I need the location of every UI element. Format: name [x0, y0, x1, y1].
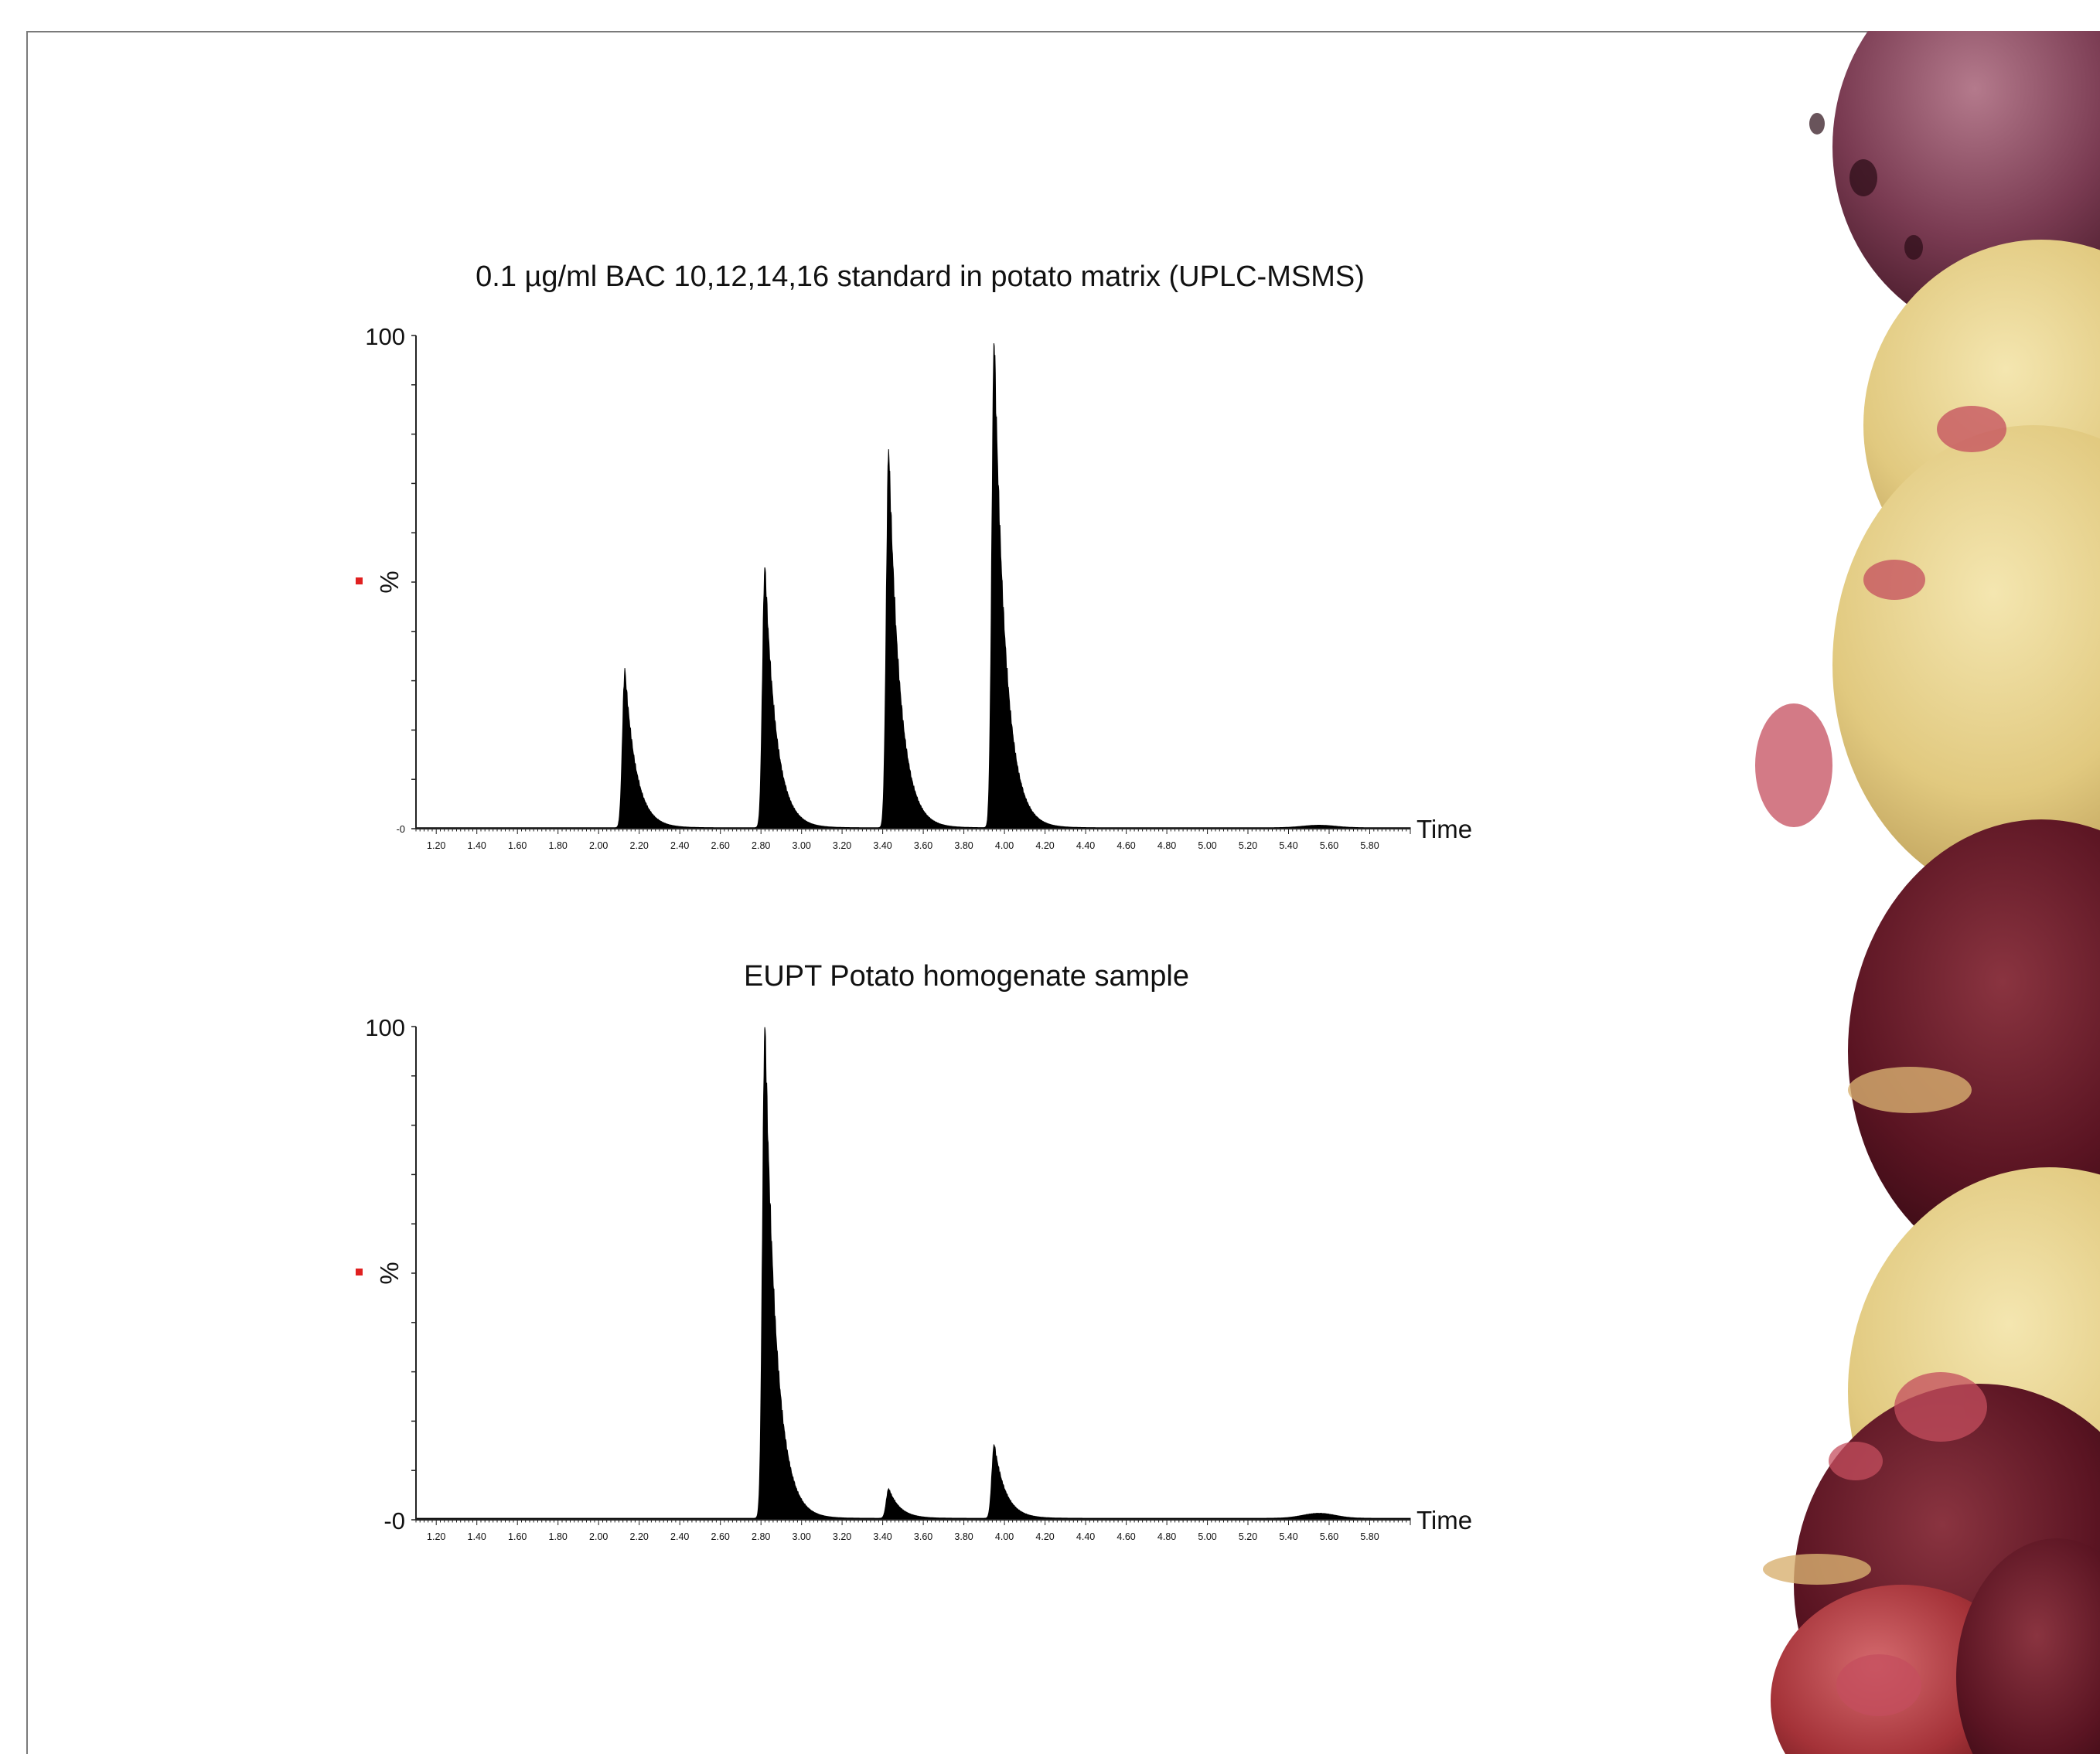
x-tick-label: 2.80: [752, 840, 770, 851]
x-tick-label: 2.40: [670, 1531, 689, 1542]
x-tick-label: 4.00: [995, 840, 1014, 851]
x-tick-label: 2.60: [711, 840, 730, 851]
x-tick-label: 3.60: [914, 840, 932, 851]
x-tick-label: 4.60: [1116, 840, 1135, 851]
x-axis-label: Time: [1416, 1506, 1472, 1534]
x-tick-label: 3.00: [793, 840, 811, 851]
x-tick-label: 5.20: [1239, 1531, 1257, 1542]
x-tick-label: 5.60: [1320, 1531, 1338, 1542]
legend-marker: [356, 1269, 363, 1275]
plot-area: 100 -0% 1.20 1.40 1.60 1.80 2.00 2.20 2.40 2.60 2.…: [356, 1014, 1472, 1542]
chromatogram-standard: 0.1 µg/ml BAC 10,12,14,16 standard in po…: [356, 261, 1472, 851]
x-tick-label: 5.60: [1320, 840, 1338, 851]
x-tick-label: 5.80: [1360, 840, 1379, 851]
x-tick-label: 3.00: [793, 1531, 811, 1542]
x-tick-label: 3.40: [873, 1531, 891, 1542]
x-tick-label: 1.20: [427, 840, 445, 851]
x-tick-label: 3.60: [914, 1531, 932, 1542]
x-tick-label: 1.40: [468, 840, 486, 851]
x-tick-label: 1.80: [549, 840, 568, 851]
legend-marker: [356, 577, 363, 584]
x-tick-label: 2.40: [670, 840, 689, 851]
x-tick-label: 4.80: [1157, 840, 1176, 851]
x-tick-label: 5.80: [1360, 1531, 1379, 1542]
x-axis-label: Time: [1416, 815, 1472, 843]
x-tick-label: 2.20: [630, 1531, 649, 1542]
x-tick-label: 4.20: [1035, 1531, 1054, 1542]
x-tick-label: 4.80: [1157, 1531, 1176, 1542]
chromatogram-sample: EUPT Potato homogenate sample 100 -0% 1.20…: [356, 960, 1472, 1542]
x-tick-label: 3.20: [833, 1531, 851, 1542]
x-tick-label: 2.00: [589, 840, 608, 851]
x-tick-label: 5.20: [1239, 840, 1257, 851]
x-tick-label: 3.40: [873, 840, 891, 851]
x-tick-label: 5.00: [1198, 840, 1216, 851]
x-tick-label: 4.40: [1076, 1531, 1095, 1542]
x-tick-label: 3.20: [833, 840, 851, 851]
plot-area: 100 -0% 1.20 1.40 1.60 1.80 2.00 2.20 2.40 2.60 2.…: [356, 323, 1472, 851]
x-tick-label: 1.80: [549, 1531, 568, 1542]
x-tick-label: 1.40: [468, 1531, 486, 1542]
x-tick-label: 4.20: [1035, 840, 1054, 851]
x-tick-label: 1.60: [508, 1531, 527, 1542]
x-tick-label: 4.00: [995, 1531, 1014, 1542]
page-frame: [26, 31, 2100, 1754]
x-tick-label: 3.80: [954, 840, 973, 851]
chromatogram-trace: [415, 1027, 1411, 1521]
x-tick-label: 2.60: [711, 1531, 730, 1542]
x-tick-label: 4.60: [1116, 1531, 1135, 1542]
x-tick-label: 2.80: [752, 1531, 770, 1542]
y-tick-label: 100: [365, 1014, 405, 1041]
chromatogram-trace: [415, 343, 1411, 829]
y-axis-label: %: [375, 570, 404, 593]
x-tick-label: 2.00: [589, 1531, 608, 1542]
x-tick-label: 1.20: [427, 1531, 445, 1542]
y-axis-label: %: [375, 1262, 404, 1284]
x-tick-label: 2.20: [630, 840, 649, 851]
y-tick-label: -0: [384, 1507, 405, 1534]
x-tick-label: 1.60: [508, 840, 527, 851]
y-tick-label: -0: [396, 823, 405, 835]
potato-photo: [1755, 31, 2100, 1754]
y-tick-label: 100: [365, 323, 405, 350]
x-tick-label: 5.00: [1198, 1531, 1216, 1542]
chart-title: 0.1 µg/ml BAC 10,12,14,16 standard in po…: [476, 261, 1365, 293]
x-tick-label: 5.40: [1279, 1531, 1297, 1542]
x-tick-label: 3.80: [954, 1531, 973, 1542]
x-tick-label: 4.40: [1076, 840, 1095, 851]
x-tick-label: 5.40: [1279, 840, 1297, 851]
chart-title: EUPT Potato homogenate sample: [744, 960, 1189, 993]
